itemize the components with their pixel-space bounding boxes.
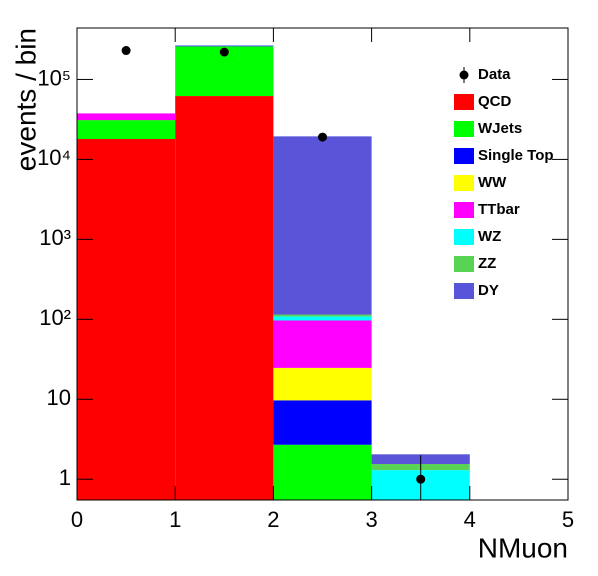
bar-segment	[175, 96, 274, 500]
bar-segment	[273, 314, 372, 317]
x-tick-label: 2	[267, 507, 279, 532]
legend-label: Single Top	[478, 147, 554, 164]
y-tick-label: 10³	[39, 225, 71, 250]
legend-label: Data	[478, 66, 511, 83]
legend-swatch	[454, 94, 474, 110]
legend-label: QCD	[478, 93, 512, 110]
legend-marker	[459, 70, 469, 80]
bar-segment	[273, 136, 372, 315]
bar-segment	[273, 400, 372, 445]
bar-segment	[175, 45, 274, 47]
bar-segment	[77, 138, 176, 500]
bar-segment	[273, 444, 372, 500]
legend-swatch	[454, 256, 474, 272]
legend-swatch	[454, 229, 474, 245]
x-tick-label: 4	[464, 507, 476, 532]
x-tick-label: 3	[365, 507, 377, 532]
x-tick-label: 5	[562, 507, 574, 532]
plot-frame	[76, 27, 569, 501]
legend-label: WW	[478, 174, 507, 191]
legend-label: WJets	[478, 120, 522, 137]
legend-swatch	[454, 283, 474, 299]
bar-segment	[77, 113, 176, 121]
y-axis-label: events / bin	[10, 28, 41, 171]
legend-label: WZ	[478, 228, 501, 245]
data-point	[416, 474, 426, 484]
x-axis-label: NMuon	[478, 532, 568, 563]
x-tick-label: 1	[169, 507, 181, 532]
x-tick-label: 0	[71, 507, 83, 532]
y-tick-label: 10⁴	[37, 145, 71, 170]
data-point	[318, 132, 327, 142]
y-tick-label: 10²	[39, 305, 71, 330]
legend-label: DY	[478, 282, 499, 299]
bar-segment	[273, 316, 372, 321]
bar-segment	[273, 367, 372, 401]
legend-label: TTbar	[478, 201, 520, 218]
y-tick-label: 10⁵	[37, 65, 71, 90]
y-tick-label: 10	[47, 385, 71, 410]
y-tick-label: 1	[59, 465, 71, 490]
legend-label: ZZ	[478, 255, 496, 272]
legend-swatch	[454, 148, 474, 164]
bar-segment	[273, 320, 372, 368]
legend-swatch	[454, 202, 474, 218]
bar-segment	[77, 120, 176, 139]
legend-swatch	[454, 121, 474, 137]
data-point	[121, 46, 131, 56]
data-point	[219, 47, 229, 57]
legend-swatch	[454, 175, 474, 191]
